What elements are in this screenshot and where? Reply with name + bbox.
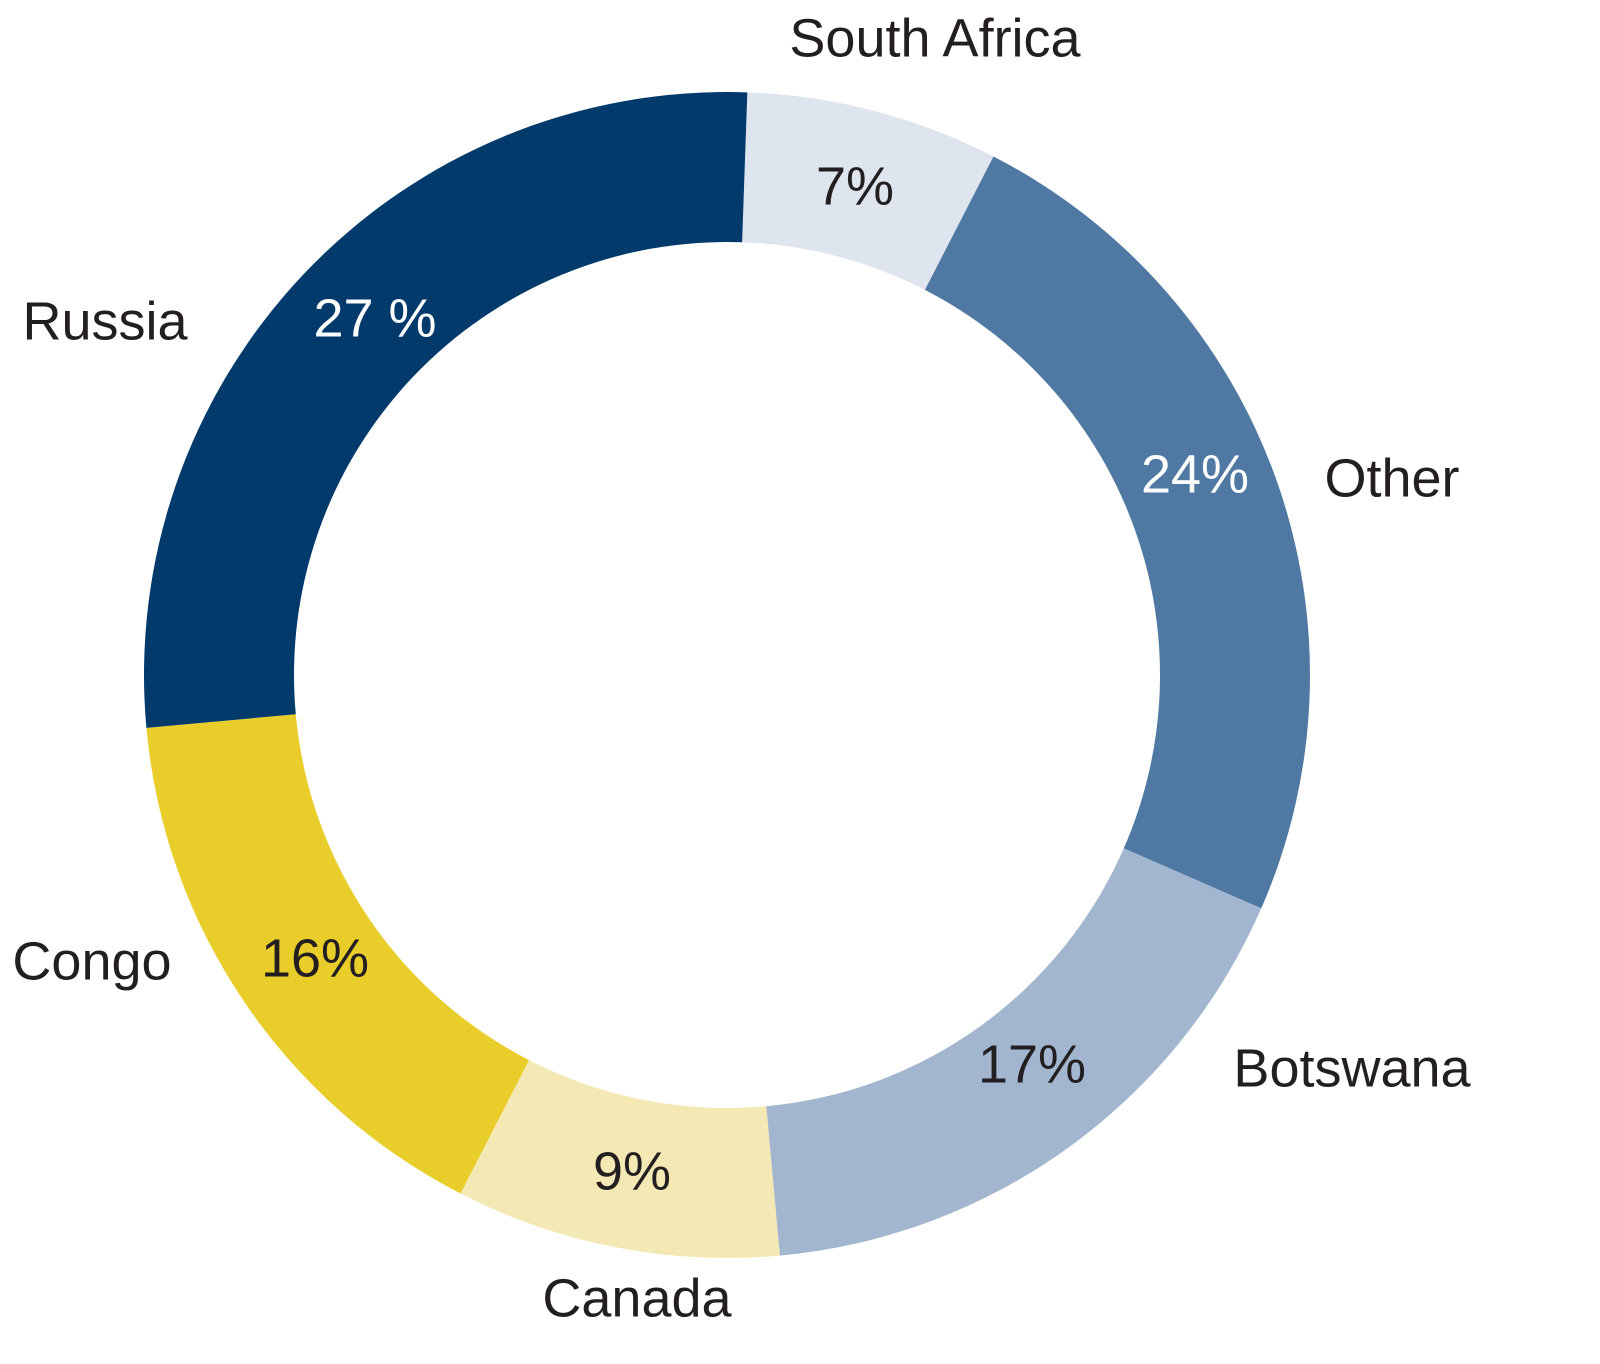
donut-slice bbox=[766, 848, 1262, 1256]
value-label: 17% bbox=[978, 1034, 1086, 1094]
value-label: 27 % bbox=[313, 288, 436, 348]
donut-slice bbox=[924, 156, 1311, 909]
donut-slice bbox=[146, 714, 530, 1194]
category-label: Russia bbox=[22, 291, 188, 351]
donut-slice bbox=[144, 92, 748, 728]
category-label: South Africa bbox=[789, 8, 1081, 68]
category-label: Botswana bbox=[1233, 1038, 1471, 1098]
donut-slice bbox=[460, 1060, 780, 1258]
category-label: Other bbox=[1324, 448, 1459, 508]
value-label: 24% bbox=[1141, 444, 1249, 504]
value-label: 16% bbox=[261, 928, 369, 988]
donut-slice bbox=[742, 92, 994, 290]
category-label: Canada bbox=[542, 1268, 732, 1328]
value-label: 9% bbox=[593, 1141, 671, 1201]
category-label: Congo bbox=[12, 931, 171, 991]
value-label: 7% bbox=[816, 156, 894, 216]
